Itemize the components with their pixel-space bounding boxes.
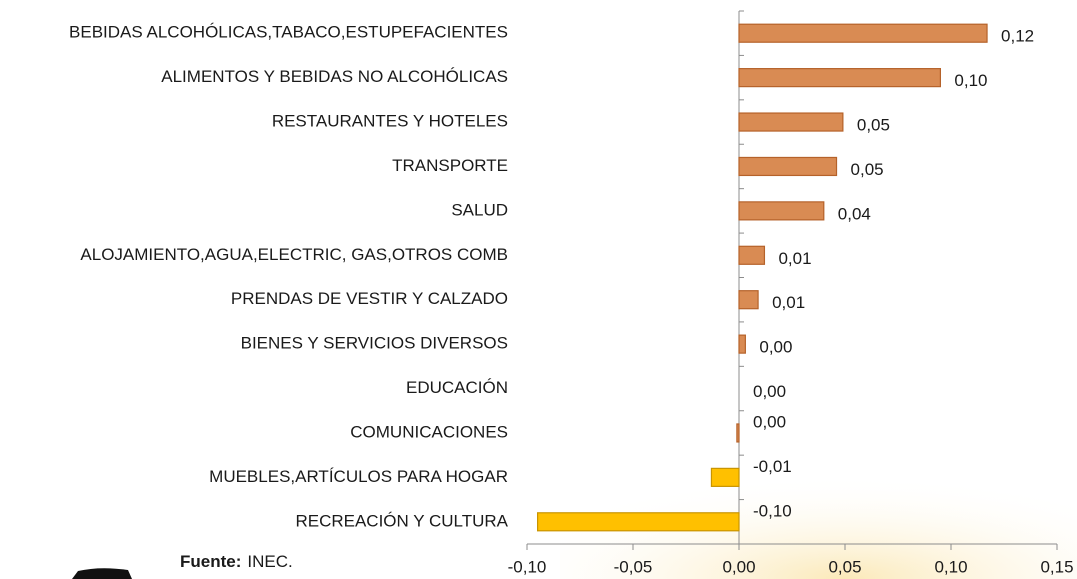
bar	[536, 512, 740, 532]
value-label: 0,05	[851, 160, 884, 179]
value-label: 0,04	[838, 204, 871, 223]
bar	[738, 112, 844, 132]
bar	[738, 245, 766, 265]
bar	[710, 467, 740, 487]
bar	[738, 156, 838, 177]
bar	[736, 423, 740, 443]
value-label: 0,01	[778, 249, 811, 268]
bar	[738, 334, 746, 354]
category-label: COMUNICACIONES	[350, 422, 508, 441]
source-label: Fuente:	[180, 552, 241, 571]
value-label: 0,05	[857, 116, 890, 135]
x-tick-label: 0,05	[828, 557, 861, 576]
x-tick-label: 0,00	[722, 557, 755, 576]
x-tick-label: -0,10	[508, 557, 547, 576]
background-glow	[560, 430, 1077, 579]
category-label: RECREACIÓN Y CULTURA	[295, 511, 508, 530]
bar	[738, 23, 988, 43]
x-tick-label: -0,05	[614, 557, 653, 576]
value-label: -0,01	[753, 457, 792, 476]
x-tick-label: 0,15	[1040, 557, 1073, 576]
value-label: 0,10	[954, 71, 987, 90]
category-label: MUEBLES,ARTÍCULOS PARA HOGAR	[209, 467, 508, 486]
category-label: RESTAURANTES Y HOTELES	[272, 112, 508, 131]
category-label: BIENES Y SERVICIOS DIVERSOS	[241, 334, 508, 353]
category-label: EDUCACIÓN	[406, 378, 508, 397]
value-label: 0,00	[753, 412, 786, 431]
value-label: 0,12	[1001, 27, 1034, 46]
category-label: TRANSPORTE	[392, 156, 508, 175]
source-note: Fuente: INEC.	[180, 552, 293, 571]
x-tick-label: 0,10	[934, 557, 967, 576]
bar	[738, 290, 759, 310]
value-label: -0,10	[753, 501, 792, 520]
bar	[738, 68, 941, 88]
value-label: 0,00	[753, 382, 786, 401]
value-label: 0,00	[759, 338, 792, 357]
logo-fragment	[72, 568, 132, 579]
category-label: ALOJAMIENTO,AGUA,ELECTRIC, GAS,OTROS COM…	[80, 245, 508, 264]
category-label: SALUD	[451, 200, 508, 219]
bar	[738, 201, 825, 221]
category-label: PRENDAS DE VESTIR Y CALZADO	[231, 289, 508, 308]
category-label: BEBIDAS ALCOHÓLICAS,TABACO,ESTUPEFACIENT…	[69, 23, 508, 42]
source: INEC.	[247, 552, 292, 571]
category-label: ALIMENTOS Y BEBIDAS NO ALCOHÓLICAS	[161, 67, 508, 86]
value-label: 0,01	[772, 293, 805, 312]
